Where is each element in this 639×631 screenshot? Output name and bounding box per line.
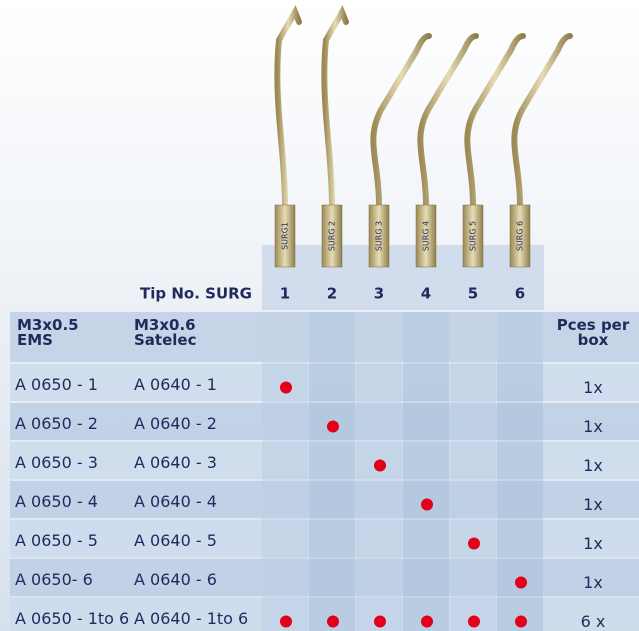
tip-number: 4	[421, 285, 431, 303]
tip-label: SURG1	[281, 222, 290, 250]
cell-bg	[356, 559, 402, 596]
ems-code: A 0650- 6	[15, 570, 93, 589]
satelec-code: A 0640 - 3	[134, 453, 217, 472]
tip-needle	[274, 5, 302, 208]
dot	[468, 615, 480, 628]
cell-bg	[450, 442, 496, 479]
tip-number: 6	[515, 285, 525, 303]
tip-body	[415, 204, 437, 268]
tip-body	[274, 204, 296, 268]
tip-label: SURG 2	[328, 221, 337, 251]
cell-bg	[403, 520, 449, 557]
dot	[327, 420, 339, 433]
tip-needle	[417, 33, 479, 208]
tip-number: 5	[468, 285, 478, 303]
col-satelec: M3x0.6 Satelec	[134, 316, 196, 349]
pcs: 1x	[583, 378, 603, 397]
tip-label: SURG 4	[422, 221, 431, 251]
ems-code: A 0650 - 2	[15, 414, 98, 433]
cell-bg	[450, 364, 496, 401]
cell-bg	[262, 403, 308, 440]
tip-body	[368, 204, 390, 268]
cell-bg	[356, 403, 402, 440]
pcs: 1x	[583, 534, 603, 553]
ems-code: A 0650 - 4	[15, 492, 98, 511]
dot	[327, 615, 339, 628]
dot	[280, 615, 292, 628]
col-pcs: Pces per box	[557, 316, 630, 349]
cell-bg	[497, 481, 543, 518]
dot	[421, 615, 433, 628]
satelec-code: A 0640 - 5	[134, 531, 217, 550]
pcs: 1x	[583, 495, 603, 514]
cell-bg	[262, 559, 308, 596]
cell-bg	[309, 442, 355, 479]
cell-bg	[497, 403, 543, 440]
dot	[468, 537, 480, 550]
cell-bg	[497, 520, 543, 557]
satelec-code: A 0640 - 1to 6	[134, 609, 248, 628]
cell-bg	[309, 520, 355, 557]
ems-code: A 0650 - 5	[15, 531, 98, 550]
cell-bg	[403, 442, 449, 479]
tip-needle	[321, 5, 349, 208]
ems-code: A 0650 - 1	[15, 375, 98, 394]
tip-needle	[370, 33, 432, 208]
satelec-code: A 0640 - 2	[134, 414, 217, 433]
tip-header: Tip No. SURG	[140, 285, 252, 303]
cell-bg	[497, 364, 543, 401]
col-ems: M3x0.5 EMS	[17, 316, 79, 349]
dot	[374, 459, 386, 472]
cell-bg	[450, 481, 496, 518]
dot	[515, 576, 527, 589]
cell-bg	[497, 442, 543, 479]
cell-bg	[403, 403, 449, 440]
pcs: 1x	[583, 456, 603, 475]
ems-code: A 0650 - 3	[15, 453, 98, 472]
tip-body	[462, 204, 484, 268]
pcs: 1x	[583, 417, 603, 436]
pcs: 6 x	[581, 612, 606, 631]
tip-label: SURG 3	[375, 221, 384, 251]
tip-label: SURG 5	[469, 221, 478, 251]
satelec-code: A 0640 - 6	[134, 570, 217, 589]
tip-needle	[511, 33, 573, 208]
cell-bg	[356, 364, 402, 401]
tip-number: 1	[280, 285, 290, 303]
tip-label: SURG 6	[516, 221, 525, 251]
cell-bg	[403, 559, 449, 596]
tip-number: 2	[327, 285, 337, 303]
cell-bg	[262, 481, 308, 518]
cell-bg	[262, 520, 308, 557]
cell-bg	[450, 559, 496, 596]
pcs: 1x	[583, 573, 603, 592]
cell-bg	[309, 481, 355, 518]
cell-bg	[309, 559, 355, 596]
satelec-code: A 0640 - 4	[134, 492, 217, 511]
dot	[280, 381, 292, 394]
tip-needle	[464, 33, 526, 208]
cell-bg	[356, 520, 402, 557]
cell-bg	[309, 364, 355, 401]
tip-number: 3	[374, 285, 384, 303]
ems-code: A 0650 - 1to 6	[15, 609, 129, 628]
dot	[421, 498, 433, 511]
cell-bg	[450, 403, 496, 440]
tip-body	[509, 204, 531, 268]
cell-bg	[356, 481, 402, 518]
cell-bg	[262, 442, 308, 479]
tip-band	[262, 245, 544, 310]
dot	[515, 615, 527, 628]
satelec-code: A 0640 - 1	[134, 375, 217, 394]
cell-bg	[403, 364, 449, 401]
dot	[374, 615, 386, 628]
tip-body	[321, 204, 343, 268]
